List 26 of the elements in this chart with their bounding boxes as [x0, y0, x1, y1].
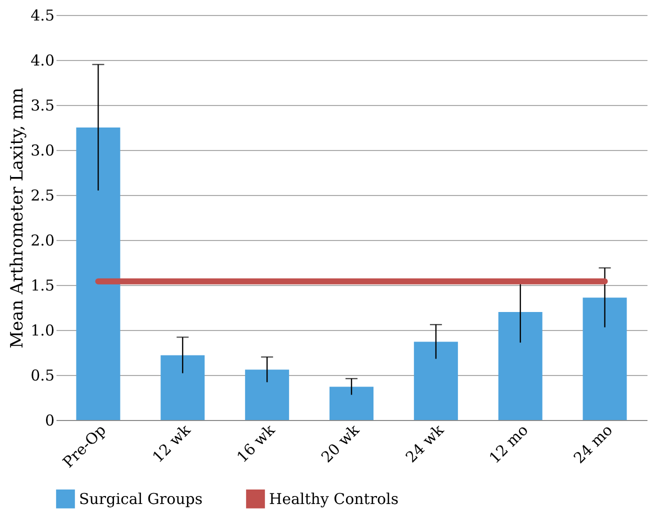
y-tick-label: 1.0: [30, 322, 54, 340]
bar: [582, 298, 627, 420]
bar: [330, 386, 374, 420]
x-tick-label: 12 wk: [148, 420, 195, 466]
y-tick-label: 4.5: [30, 6, 54, 24]
x-tick-label: 20 wk: [318, 420, 364, 466]
bar: [160, 355, 205, 420]
y-tick-label: 2.5: [30, 186, 54, 204]
x-tick-label: 24 wk: [402, 420, 448, 466]
y-tick-label: 1.5: [30, 276, 54, 294]
bar: [76, 128, 120, 420]
bar: [414, 342, 458, 420]
y-tick-label: 0: [44, 412, 54, 430]
legend-label: Surgical Groups: [79, 490, 203, 508]
y-tick-label: 3.0: [30, 142, 54, 160]
y-axis-title: Mean Arthrometer Laxity, mm: [8, 88, 28, 348]
y-tick-label: 0.5: [30, 366, 54, 384]
bar: [245, 370, 290, 420]
bar: [498, 312, 542, 420]
y-tick-label: 2.0: [30, 232, 54, 250]
x-tick-label: 24 mo: [570, 421, 616, 468]
x-tick-label: 16 wk: [233, 420, 280, 466]
y-tick-label: 3.5: [30, 96, 54, 114]
x-tick-label: 12 mo: [486, 421, 532, 468]
y-tick-label: 4.0: [30, 52, 54, 70]
legend-label: Healthy Controls: [269, 490, 399, 508]
